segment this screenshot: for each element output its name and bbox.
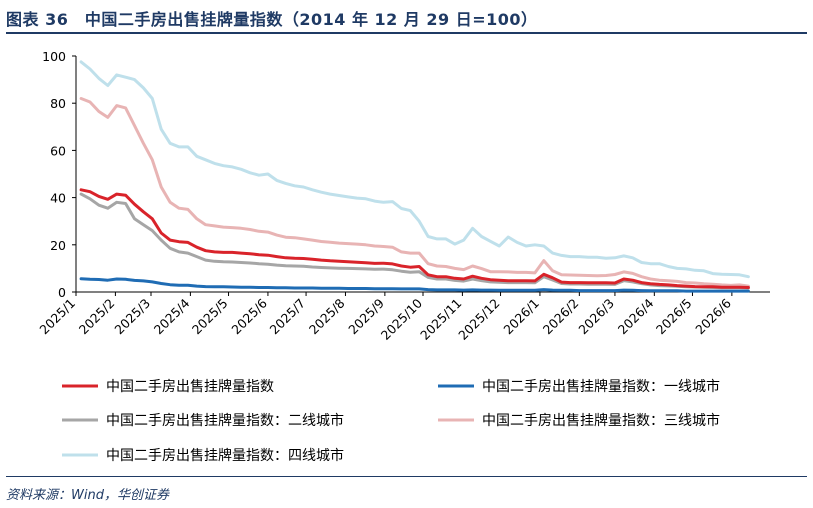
y-tick-label: 100 <box>42 49 66 64</box>
series-line-4 <box>79 60 750 279</box>
chart-title: 图表 36 中国二手房出售挂牌量指数（2014 年 12 月 29 日=100） <box>6 10 538 29</box>
legend-label-0: 中国二手房出售挂牌量指数 <box>106 378 274 395</box>
x-tick-label: 2025/8 <box>306 295 348 337</box>
x-tick-label: 2025/12 <box>455 296 502 343</box>
y-tick-label: 0 <box>58 285 66 300</box>
series-line-0 <box>79 188 750 289</box>
y-tick-label: 20 <box>50 238 66 253</box>
y-tick-label: 60 <box>50 143 66 158</box>
legend-label-1: 中国二手房出售挂牌量指数：一线城市 <box>482 378 720 395</box>
x-tick-label: 2025/11 <box>417 296 464 343</box>
series-line-3 <box>79 97 750 288</box>
legend-label-3: 中国二手房出售挂牌量指数：三线城市 <box>482 412 720 429</box>
series-line-1 <box>79 277 750 293</box>
legend-label-2: 中国二手房出售挂牌量指数：二线城市 <box>106 412 344 429</box>
footer-rule <box>6 476 807 477</box>
x-tick-label: 2026/2 <box>540 296 582 338</box>
y-tick-label: 80 <box>50 96 66 111</box>
x-tick-label: 2025/3 <box>111 296 153 338</box>
x-tick-label: 2025/4 <box>151 295 193 337</box>
x-tick-label: 2025/2 <box>76 296 118 338</box>
y-tick-label: 40 <box>50 191 66 206</box>
line-chart: 0204060801002025/12025/22025/32025/42025… <box>36 49 770 464</box>
series-layer <box>79 60 750 293</box>
x-tick-label: 2025/1 <box>36 296 78 338</box>
legend-label-4: 中国二手房出售挂牌量指数：四线城市 <box>106 447 344 464</box>
x-tick-label: 2026/3 <box>575 296 617 338</box>
x-tick-label: 2025/5 <box>189 296 231 338</box>
x-tick-label: 2025/10 <box>378 295 425 342</box>
x-tick-label: 2026/6 <box>692 295 734 337</box>
title-rule <box>6 32 807 34</box>
x-tick-label: 2025/6 <box>228 295 270 337</box>
x-tick-label: 2026/4 <box>615 295 657 337</box>
x-tick-label: 2026/5 <box>653 296 695 338</box>
x-tick-label: 2026/1 <box>500 296 542 338</box>
source-note: 资料来源：Wind，华创证券 <box>6 488 169 503</box>
x-tick-label: 2025/7 <box>266 296 308 338</box>
chart-legend: 中国二手房出售挂牌量指数 中国二手房出售挂牌量指数：一线城市中国二手房出售挂牌量指… <box>62 378 720 464</box>
